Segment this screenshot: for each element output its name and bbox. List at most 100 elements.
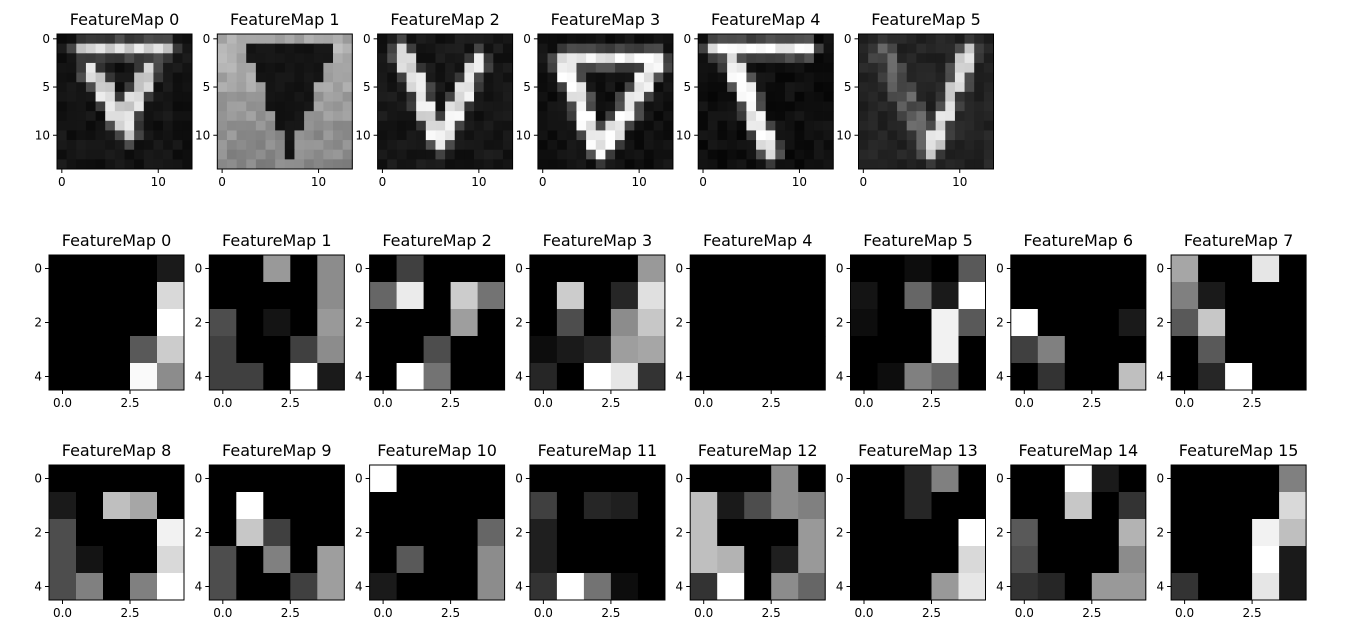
heatmap-cell — [66, 62, 77, 73]
heatmap-cell — [294, 159, 305, 170]
heatmap-cell — [727, 43, 738, 54]
x-tick-label: 0.0 — [534, 396, 553, 410]
heatmap-cell — [406, 82, 417, 93]
heatmap-cell — [263, 309, 291, 337]
heatmap-cell — [105, 62, 116, 73]
heatmap-cell — [284, 53, 295, 64]
y-tick-label: 2 — [836, 316, 844, 330]
heatmap-cell — [634, 140, 645, 151]
heatmap-cell — [537, 91, 548, 102]
heatmap-cell — [813, 130, 824, 141]
heatmap-cell — [323, 91, 334, 102]
heatmap-cell — [236, 53, 247, 64]
heatmap-cell — [637, 492, 666, 520]
heatmap-cell — [157, 363, 185, 391]
heatmap-cell — [1064, 309, 1093, 337]
heatmap-cell — [756, 159, 767, 170]
heatmap-cell — [557, 91, 568, 102]
heatmap-cell — [57, 140, 68, 151]
y-tick-label: 0 — [195, 262, 203, 276]
heatmap-cell — [637, 336, 666, 364]
heatmap-cell — [794, 34, 805, 45]
heatmap-cell — [877, 465, 905, 493]
heatmap-cell — [304, 149, 315, 160]
heatmap-cell — [615, 159, 626, 170]
heatmap-cell — [887, 34, 898, 45]
heatmap-cell — [445, 53, 456, 64]
heatmap-cell — [333, 62, 344, 73]
heatmap-cell — [746, 101, 757, 112]
heatmap-cell — [897, 140, 908, 151]
heatmap-cell — [804, 34, 815, 45]
heatmap-cell — [493, 130, 504, 141]
heatmap-cell — [643, 91, 655, 102]
heatmap-cell — [103, 255, 131, 283]
heatmap-cell — [964, 111, 975, 122]
heatmap-cell — [49, 282, 77, 310]
heatmap-cell — [493, 43, 504, 54]
heatmap-cell — [804, 159, 815, 170]
heatmap-cell — [586, 149, 597, 160]
heatmap-cell — [333, 91, 344, 102]
heatmap-cell — [450, 465, 478, 493]
heatmap-cell — [236, 309, 264, 337]
heatmap-cell — [57, 82, 68, 93]
heatmap-cell — [663, 149, 674, 160]
heatmap-cell — [736, 34, 747, 45]
heatmap-cell — [653, 43, 664, 54]
heatmap-cell — [263, 255, 291, 283]
heatmap-cell — [323, 72, 334, 83]
heatmap-cell — [823, 91, 834, 102]
heatmap-cell — [323, 53, 334, 64]
heatmap-cell — [454, 130, 465, 141]
heatmap-cell — [464, 43, 475, 54]
heatmap-cell — [263, 573, 291, 601]
heatmap-cell — [226, 149, 237, 160]
heatmap-cell — [209, 255, 237, 283]
heatmap-cell — [935, 34, 946, 45]
heatmap-cell — [663, 91, 674, 102]
heatmap-cell — [1198, 546, 1226, 574]
heatmap-cell — [246, 43, 257, 54]
y-tick-label: 4 — [195, 580, 203, 594]
y-tick-label: 10 — [195, 128, 210, 142]
heatmap-cell — [887, 130, 898, 141]
heatmap-cell — [637, 573, 666, 601]
heatmap-cell — [445, 130, 456, 141]
heatmap-cell — [290, 282, 318, 310]
heatmap-cell — [897, 43, 908, 54]
heatmap-cell — [1198, 282, 1226, 310]
heatmap-cell — [643, 53, 655, 64]
heatmap-cell — [595, 91, 606, 102]
heatmap-cell — [983, 62, 994, 73]
y-tick-label: 5 — [42, 80, 50, 94]
heatmap-cell — [775, 34, 786, 45]
y-tick-label: 0 — [34, 472, 42, 486]
heatmap-cell — [130, 519, 158, 547]
heatmap-cell — [698, 120, 709, 131]
heatmap-cell — [858, 120, 869, 131]
heatmap-cell — [76, 336, 104, 364]
heatmap-cell — [727, 91, 738, 102]
heatmap-cell — [445, 101, 456, 112]
heatmap-cell — [217, 149, 228, 160]
heatmap-cell — [1279, 282, 1307, 310]
heatmap-cell — [858, 62, 869, 73]
heatmap-cell — [1171, 282, 1199, 310]
heatmap-cell — [1037, 336, 1066, 364]
heatmap-cell — [105, 130, 116, 141]
heatmap-cell — [983, 72, 994, 83]
heatmap-cell — [217, 72, 228, 83]
heatmap-cell — [304, 72, 315, 83]
heatmap-cell — [813, 91, 824, 102]
heatmap-cell — [493, 62, 504, 73]
heatmap-cell — [974, 130, 985, 141]
heatmap-cell — [610, 492, 639, 520]
heatmap-cell — [547, 91, 558, 102]
heatmap-cell — [746, 159, 757, 170]
heatmap-cell — [333, 82, 344, 93]
heatmap-cell — [765, 159, 776, 170]
heatmap-cell — [1010, 336, 1039, 364]
